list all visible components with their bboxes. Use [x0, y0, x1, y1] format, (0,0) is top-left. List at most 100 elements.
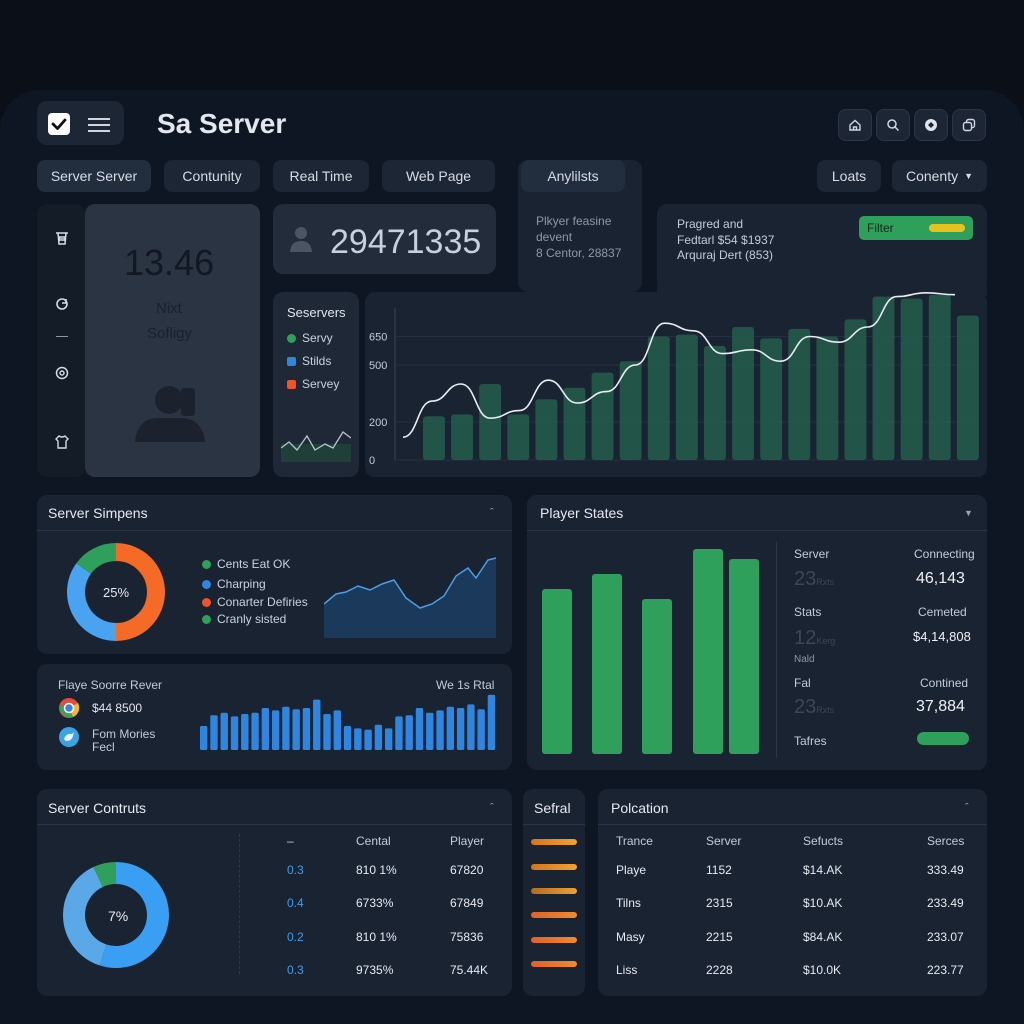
bar	[423, 416, 445, 460]
bar	[446, 706, 455, 750]
bar	[282, 706, 290, 750]
server-simpens-legend-2: Charping	[202, 577, 266, 591]
tab-server-server[interactable]: Server Server	[37, 160, 151, 192]
server-simpens-legend-4: Cranly sisted	[202, 612, 286, 626]
conenty-dropdown[interactable]: Conenty ▼	[892, 160, 987, 192]
server-simpens-donut	[67, 543, 165, 641]
donut-slice	[76, 543, 117, 575]
bar	[405, 715, 413, 750]
filter-bar[interactable]: Filter	[859, 216, 973, 240]
filter-label: Filter	[867, 221, 894, 235]
server-contruts-header	[37, 789, 512, 825]
sefral-header	[523, 789, 585, 825]
y-tick-label: 500	[369, 360, 387, 372]
polcation-row-2-d: 233.49	[927, 896, 964, 910]
bar	[535, 399, 558, 460]
legend-dot	[202, 598, 211, 608]
chevron-down-icon[interactable]: ▼	[964, 508, 973, 518]
polcation-row-2-a: Tilns	[616, 896, 641, 910]
refresh-icon[interactable]	[54, 296, 70, 317]
chevron-up-icon[interactable]: ˆ	[490, 507, 494, 519]
menu-icon[interactable]	[88, 115, 110, 133]
chevron-up-icon[interactable]: ˆ	[490, 802, 494, 814]
bar	[956, 315, 979, 460]
player-states-divider	[776, 542, 777, 758]
tab-real-time[interactable]: Real Time	[273, 160, 369, 192]
summary-line2: Fedtarl $54 $1937	[677, 233, 775, 247]
player-states-bar-chart	[542, 549, 759, 754]
avatar	[133, 382, 209, 449]
checkbox-icon[interactable]	[48, 113, 70, 135]
bar	[467, 704, 475, 750]
search-icon[interactable]	[876, 109, 910, 141]
bar	[487, 694, 496, 750]
bar	[271, 710, 280, 750]
bar	[647, 336, 670, 460]
donut-slice	[99, 862, 169, 968]
player-score-item2-line1: Fom Mories	[92, 727, 156, 741]
bird-icon	[58, 726, 80, 753]
chevron-up-icon[interactable]: ˆ	[965, 802, 969, 814]
copy-icon[interactable]	[952, 109, 986, 141]
player-states-title: Player States	[540, 505, 624, 521]
player-states-header	[527, 495, 987, 531]
dash-icon	[56, 336, 68, 337]
sync-icon[interactable]	[914, 109, 948, 141]
bar	[426, 712, 434, 750]
stat-1-right-value: 46,143	[916, 570, 965, 587]
chrome-icon	[58, 697, 80, 724]
bar	[313, 699, 321, 750]
polcation-row-2-b: 2315	[706, 896, 733, 910]
polcation-col-3: Sefucts	[803, 834, 844, 848]
bar	[479, 384, 502, 460]
bar	[788, 328, 811, 460]
tab-web-page[interactable]: Web Page	[382, 160, 495, 192]
bar	[844, 319, 867, 460]
tab-contunity[interactable]: Contunity	[164, 160, 260, 192]
tab-analytics[interactable]: Anylilsts	[521, 160, 625, 192]
polcation-row-3-a: Masy	[616, 930, 645, 944]
bar	[675, 334, 698, 460]
bar	[436, 710, 444, 750]
contruts-row-1-a: 0.3	[287, 863, 304, 877]
player-score-item2-line2: Fecl	[92, 740, 115, 754]
stat-1-left-value: 23Rxts	[794, 568, 835, 590]
loats-button[interactable]: Loats	[817, 160, 881, 192]
bar	[210, 715, 218, 750]
bar	[451, 414, 474, 460]
contruts-row-3-a: 0.2	[287, 930, 304, 944]
polcation-row-4-c: $10.0K	[803, 963, 842, 977]
contruts-row-4-c: 75.44K	[450, 963, 489, 977]
polcation-row-4-d: 223.77	[927, 963, 964, 977]
player-states-toggle[interactable]	[917, 732, 969, 745]
contruts-col-1: –	[287, 834, 294, 848]
contruts-col-2: Cental	[356, 834, 391, 848]
player-score-title: Flaye Soorre Rever	[58, 678, 163, 692]
sefral-title: Sefral	[534, 800, 571, 816]
donut-slice	[67, 563, 117, 641]
polcation-row-4-b: 2228	[706, 963, 733, 977]
sefral-bar-2	[531, 864, 577, 870]
sefral-bar-5	[531, 937, 577, 943]
player-score-right-label: We 1s Rtal	[436, 678, 495, 692]
donut-slice	[93, 862, 117, 888]
bar	[760, 338, 783, 460]
shirt-icon[interactable]	[54, 434, 70, 455]
polcation-row-3-b: 2215	[706, 930, 733, 944]
filter-slider[interactable]	[929, 224, 965, 232]
stat-2-right-label: Cemeted	[918, 605, 967, 619]
stat-1-right-label: Connecting	[914, 547, 975, 561]
home-icon[interactable]	[838, 109, 872, 141]
player-score-bar-chart	[200, 694, 496, 750]
polcation-row-4-a: Liss	[616, 963, 638, 977]
polcation-col-4: Serces	[927, 834, 965, 848]
bar	[477, 709, 485, 750]
bar	[374, 724, 383, 750]
at-icon[interactable]	[54, 365, 70, 386]
server-simpens-title: Server Simpens	[48, 505, 148, 521]
player-states-footer-label: Tafres	[794, 734, 827, 748]
contruts-row-2-a: 0.4	[287, 896, 304, 910]
trash-icon[interactable]	[53, 229, 71, 252]
bar	[323, 714, 331, 750]
bar	[415, 708, 424, 750]
